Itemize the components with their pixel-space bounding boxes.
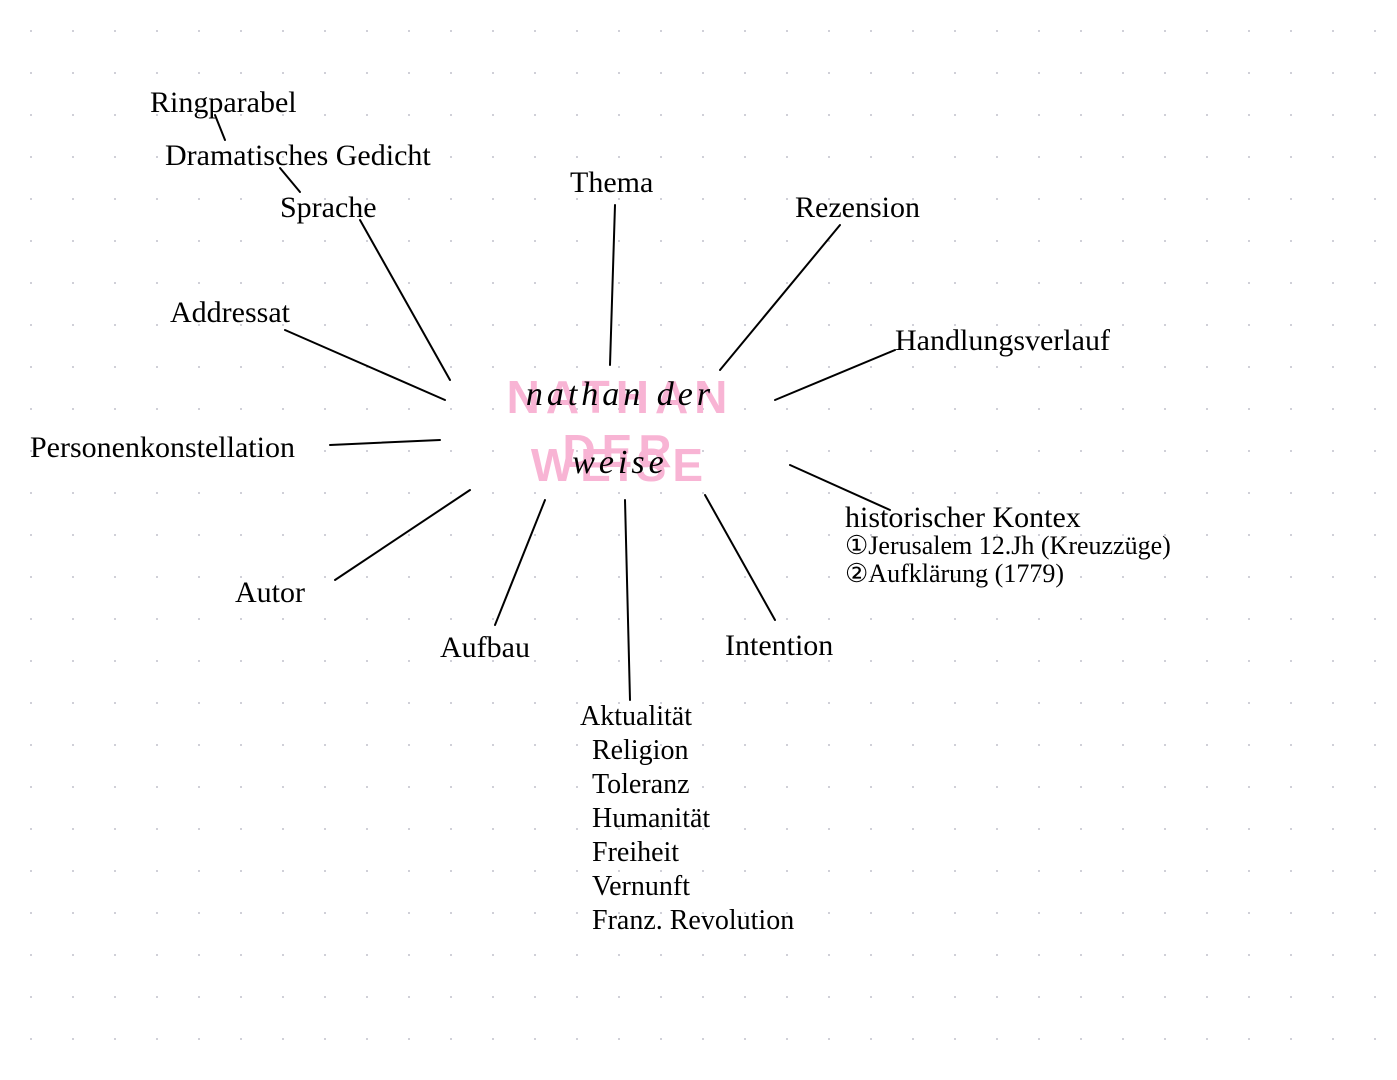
node-hist-sub1: ①Jerusalem 12.Jh (Kreuzzüge) xyxy=(845,530,1171,561)
connector-line xyxy=(335,490,470,580)
sublist-item: Freiheit xyxy=(580,836,794,870)
sublist-item: Toleranz xyxy=(580,768,794,802)
connector-line xyxy=(610,205,615,365)
sublist-item: Religion xyxy=(580,734,794,768)
node-intention: Intention xyxy=(725,628,833,664)
connector-line xyxy=(705,495,775,620)
center-script-line1: nathan der xyxy=(460,376,780,414)
node-thema: Thema xyxy=(570,165,653,201)
node-ringparabel: Ringparabel xyxy=(150,85,297,121)
node-dramatisches-gedicht: Dramatisches Gedicht xyxy=(165,138,431,174)
connector-line xyxy=(775,350,895,400)
sublist-item: Vernunft xyxy=(580,870,794,904)
node-aufbau: Aufbau xyxy=(440,630,530,666)
center-script-line2: weise xyxy=(460,444,780,482)
node-rezension: Rezension xyxy=(795,190,920,226)
node-sprache: Sprache xyxy=(280,190,377,226)
node-addressat: Addressat xyxy=(170,295,290,331)
connector-line xyxy=(330,440,440,445)
node-hist-sub2: ②Aufklärung (1779) xyxy=(845,558,1064,589)
connector-line xyxy=(495,500,545,625)
sublist-item: Aktualität xyxy=(580,700,794,734)
aktualitaet-sublist: Aktualität Religion Toleranz Humanität F… xyxy=(580,700,794,938)
connector-line xyxy=(720,225,840,370)
node-handlungsverlauf: Handlungsverlauf xyxy=(895,323,1110,359)
sublist-item: Franz. Revolution xyxy=(580,904,794,938)
center-title: NATHAN DER nathan der WEISE weise xyxy=(460,370,780,498)
connector-line xyxy=(285,330,445,400)
node-autor: Autor xyxy=(235,575,305,611)
connector-line xyxy=(360,220,450,380)
sublist-item: Humanität xyxy=(580,802,794,836)
node-personenkonstellation: Personenkonstellation xyxy=(30,430,295,466)
connector-line xyxy=(625,500,630,700)
mindmap-canvas: NATHAN DER nathan der WEISE weise Ringpa… xyxy=(0,0,1397,1080)
